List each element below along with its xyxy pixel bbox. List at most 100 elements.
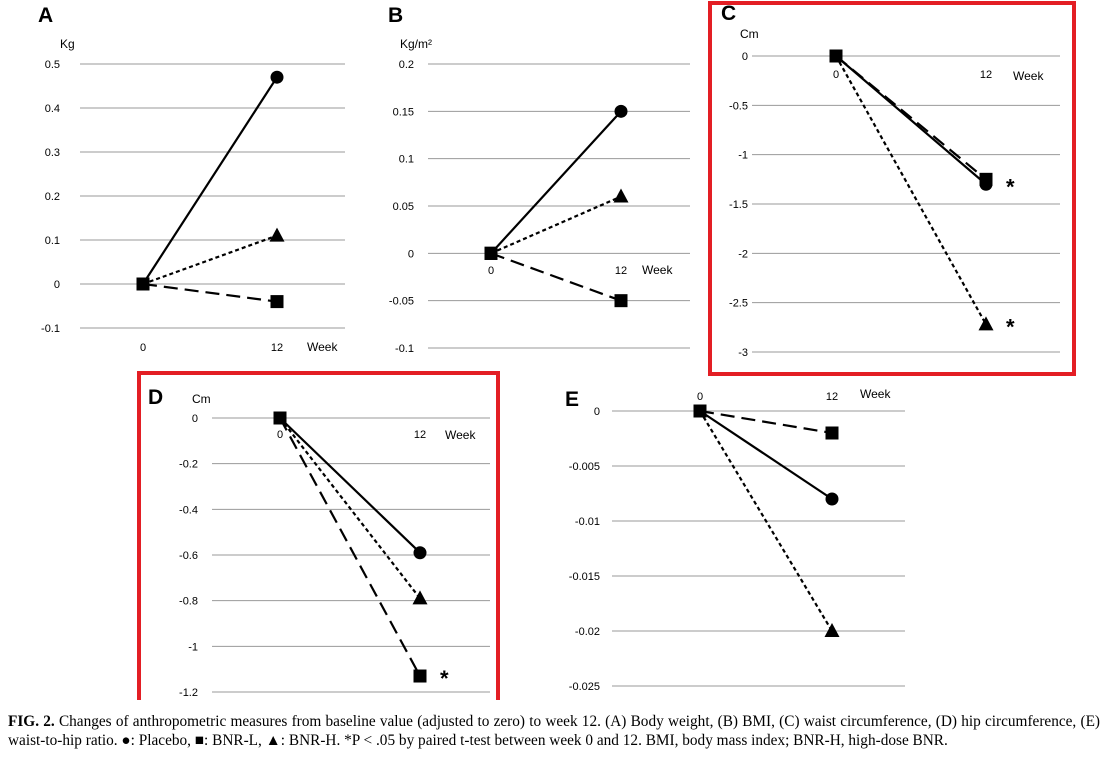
panel-e-ytick: -0.02 [575,626,600,638]
panel-e-marker-square [825,426,839,440]
panel-c-xlabel: Week [1013,69,1044,83]
panel-a-ytick: 0.5 [45,59,60,71]
figure-panels: A Kg0.5 0.4 0.3 0.2 0.1 0 -0.1 0 12 Week B Kg/m² 0.2 0… [38,1,1076,700]
panel-c-label: C [721,2,736,25]
panel-e-ytick: 0 [594,406,600,418]
panel-c-ytick: -1.5 [729,199,748,211]
panel-a-ytick: 0.4 [45,103,60,115]
panel-e-series-line-triangle [699,410,833,632]
panel-a-series-line-triangle [142,234,278,286]
figure-caption: FIG. 2. Changes of anthropometric measur… [8,712,1100,750]
panel-a-marker-circle [270,70,284,84]
panel-d-ytick: -0.6 [179,550,198,562]
panel-c-highlight-box [708,1,1076,376]
panel-c-xtick: 0 [833,69,839,81]
panel-b-ytick: -0.1 [395,343,414,355]
panel-b-label: B [388,4,403,27]
panel-c-ytick: -0.5 [729,100,748,112]
panel-e-series-line-square [699,409,833,435]
panel-b-ytick: 0.1 [399,154,414,166]
panel-a-ylabel: Kg [60,37,75,51]
panel-b-ytick: 0 [408,248,414,260]
panel-e-xlabel: Week [860,387,891,401]
panel-b-baseline-marker [484,246,498,260]
panel-c-ytick: -1 [738,150,748,162]
panel-a-xlabel: Week [307,340,338,354]
panel-b-series-line-triangle [490,195,622,255]
panel-d-ylabel: Cm [192,392,211,406]
panel-a-xtick: 0 [140,342,146,354]
panel-b-series-line-square [490,252,622,302]
panel-c-marker-square [979,172,993,186]
panel-d-series-line-circle [279,417,421,554]
panel-d-ytick: -0.2 [179,459,198,471]
panel-d-significance-mark: * [440,666,449,691]
panel-d-ytick: -0.8 [179,596,198,608]
panel-e-marker-triangle [824,623,840,637]
panel-d-xtick: 0 [277,429,283,441]
panel-a-baseline-marker [136,277,150,291]
panel-e-series-line-circle [699,410,833,500]
figure-caption-text: Changes of anthropometric measures from … [8,713,1101,749]
panel-b-marker-circle [614,104,628,118]
panel-a-xtick: 12 [271,342,283,354]
panel-c-series-line-square [835,55,987,181]
panel-a-ytick: 0.2 [45,191,60,203]
panel-a-series-line-square [142,282,278,303]
panel-b-ytick: 0.2 [399,59,414,71]
panel-d-ytick: -0.4 [179,504,198,516]
panel-e-marker-circle [825,492,839,506]
panel-c-ytick: -2 [738,248,748,260]
panel-b-xlabel: Week [642,263,673,277]
panel-b-ytick: 0.15 [393,106,414,118]
panel-a-marker-triangle [269,227,285,242]
panel-b-marker-square [614,294,628,308]
panel-d-ytick: 0 [192,413,198,425]
panel-c-ytick: 0 [742,51,748,63]
panel-c-marker-triangle [978,316,994,331]
panel-a-marker-square [270,295,284,309]
panel-e-ytick: -0.01 [575,516,600,528]
panel-a-label: A [38,4,53,27]
panel-d-series-line-square [279,417,421,677]
figure-caption-label: FIG. 2. [8,713,55,730]
panel-e-xtick: 0 [697,391,703,403]
panel-c-xtick: 12 [980,69,992,81]
panel-d-marker-circle [413,546,427,560]
panel-d-highlight-box [137,371,500,700]
panel-b-xtick: 12 [615,265,627,277]
panel-d-label: D [148,386,163,409]
panel-a-ytick: 0.3 [45,147,60,159]
panel-e-label: E [565,388,579,411]
panel-c-ytick: -2.5 [729,298,748,310]
panel-a-ytick: 0 [54,279,60,291]
panel-b-series-line-circle [490,110,622,255]
panel-d-xlabel: Week [445,428,476,442]
panel-c-series-line-triangle [835,55,987,325]
panel-c-significance-mark: * [1006,174,1015,199]
panel-b-ylabel: Kg/m² [400,37,432,51]
panel-c-significance-mark: * [1006,314,1015,339]
panel-d-marker-square [413,669,427,683]
panel-c-baseline-marker [829,49,843,63]
panel-e-xtick: 12 [826,391,838,403]
panel-d-xtick: 12 [414,429,426,441]
panel-d-baseline-marker [273,411,287,425]
panel-d-ytick: -1 [188,641,198,653]
panel-e-ytick: -0.015 [569,571,600,583]
panel-b-xtick: 0 [488,265,494,277]
panel-b-marker-triangle [613,188,629,203]
panel-b-ytick: -0.05 [389,296,414,308]
panel-c-ylabel: Cm [740,27,759,41]
panel-a-series-line-circle [142,76,278,285]
panel-b-ytick: 0.05 [393,201,414,213]
panel-c-ytick: -3 [738,347,748,359]
panel-d-ytick: -1.2 [179,687,198,699]
panel-e-ytick: -0.005 [569,461,600,473]
panel-d-marker-triangle [412,590,428,605]
panel-a-ytick: -0.1 [41,323,60,335]
panel-d-series-line-triangle [279,417,421,600]
panel-e-baseline-marker [693,404,707,418]
panel-a-ytick: 0.1 [45,235,60,247]
panel-e-ytick: -0.025 [569,681,600,693]
